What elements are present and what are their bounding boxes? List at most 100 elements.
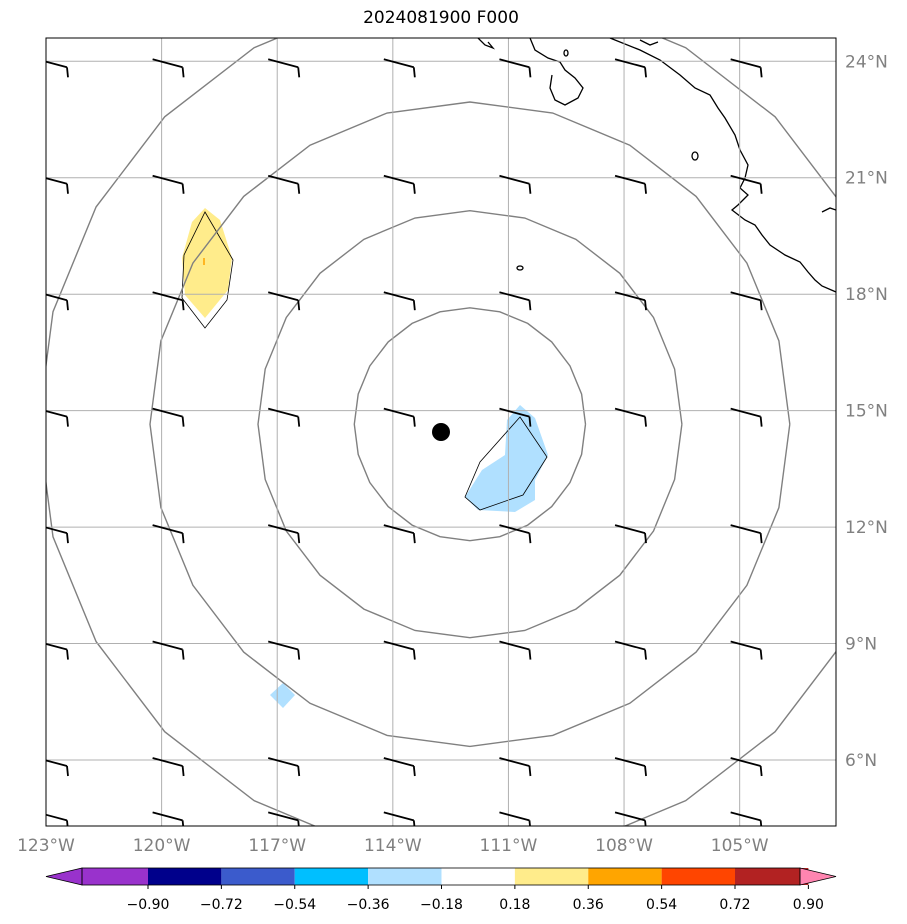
colorbar-segment xyxy=(221,868,295,885)
latitude-tick-label: 15°N xyxy=(845,402,888,422)
positive-anomaly-west xyxy=(182,208,232,318)
wind-barb xyxy=(614,58,647,78)
storm-center-marker xyxy=(432,423,450,441)
wind-barb xyxy=(614,640,647,660)
latitude-tick-label: 9°N xyxy=(845,635,877,655)
wind-barb xyxy=(383,640,416,660)
longitude-labels: 123°W 120°W 117°W 114°W 111°W 108°W 105°W xyxy=(17,836,769,856)
colorbar-tick-label: −0.36 xyxy=(347,897,390,913)
wind-barb xyxy=(499,811,531,826)
wind-barb xyxy=(730,524,763,544)
wind-barb xyxy=(499,58,532,78)
longitude-tick-label: 123°W xyxy=(17,836,75,856)
wind-barb xyxy=(267,757,301,777)
wind-barb xyxy=(267,524,301,544)
wind-barb xyxy=(614,811,647,826)
longitude-tick-label: 114°W xyxy=(364,836,422,856)
wind-barb xyxy=(383,58,416,78)
colorbar-tick-label: 0.72 xyxy=(719,897,750,913)
wind-barb xyxy=(46,410,69,427)
colorbar-segment xyxy=(588,868,662,885)
latitude-labels: 24°N 21°N 18°N 15°N 12°N 9°N 6°N xyxy=(845,52,888,771)
wind-barb xyxy=(152,757,185,777)
wind-barb xyxy=(383,524,416,544)
colorbar-segment xyxy=(82,868,148,885)
wind-barb xyxy=(499,174,532,194)
colorbar-tick-label: −0.54 xyxy=(273,897,316,913)
colorbar-segment xyxy=(735,868,809,885)
wind-barb xyxy=(383,757,416,777)
negative-anomaly-center xyxy=(465,405,548,512)
colorbar-segment xyxy=(368,868,442,885)
lat-lon-grid xyxy=(46,38,836,826)
wind-barb xyxy=(46,643,69,660)
wind-barb xyxy=(614,407,647,427)
longitude-tick-label: 117°W xyxy=(248,836,306,856)
wind-barb xyxy=(46,177,69,194)
wind-barb xyxy=(152,524,185,544)
wind-barb xyxy=(267,174,301,194)
wind-barb xyxy=(614,174,647,194)
colorbar-segment xyxy=(294,868,369,885)
wind-barb xyxy=(614,291,647,311)
colorbar-tick-label: 0.54 xyxy=(646,897,677,913)
wind-barb xyxy=(267,811,300,826)
coastline xyxy=(477,38,836,293)
wind-barb xyxy=(730,174,763,194)
wind-barb xyxy=(499,291,532,311)
wind-barb xyxy=(730,291,763,311)
wind-barb xyxy=(383,174,416,194)
wind-barb xyxy=(46,526,69,544)
longitude-tick-label: 105°W xyxy=(711,836,769,856)
colorbar: −0.90 −0.72 −0.54 −0.36 −0.18 0.18 0.36 0.54 0.7… xyxy=(45,867,837,913)
wind-barb xyxy=(730,58,763,78)
chart-title: 2024081900 F000 xyxy=(363,8,519,28)
range-ring xyxy=(257,209,683,639)
negative-anomaly-south xyxy=(270,683,295,708)
wind-barb xyxy=(499,407,532,427)
wind-barb xyxy=(730,640,763,660)
wind-barb xyxy=(499,757,532,777)
latitude-tick-label: 18°N xyxy=(845,285,888,305)
wind-barb xyxy=(152,640,185,660)
wind-barb xyxy=(730,757,763,777)
wind-barb xyxy=(152,407,185,427)
colorbar-extend-max-tip xyxy=(799,867,837,886)
longitude-tick-label: 120°W xyxy=(133,836,191,856)
wind-barb xyxy=(46,60,69,78)
latitude-tick-label: 12°N xyxy=(845,518,888,538)
range-ring xyxy=(353,307,587,542)
wind-barb xyxy=(152,811,185,826)
wind-barb xyxy=(730,811,763,826)
wind-barb xyxy=(383,407,416,427)
wind-barb xyxy=(152,174,185,194)
wind-barb xyxy=(46,293,69,311)
latitude-tick-label: 24°N xyxy=(845,52,888,72)
contour-center xyxy=(464,416,548,511)
wind-barb xyxy=(499,524,532,544)
wind-barb xyxy=(267,291,301,311)
latitude-tick-label: 21°N xyxy=(845,169,888,189)
colorbar-segment xyxy=(148,868,222,885)
wind-barb xyxy=(46,759,69,777)
wind-barb xyxy=(152,58,185,78)
colorbar-extend-min-tip xyxy=(45,867,83,886)
range-ring xyxy=(149,101,791,748)
wind-barb xyxy=(152,291,185,311)
colorbar-tick-label: 0.18 xyxy=(499,897,530,913)
latitude-tick-label: 6°N xyxy=(845,751,877,771)
colorbar-tick-label: −0.18 xyxy=(420,897,463,913)
wind-barb xyxy=(614,757,647,777)
colorbar-tick-label: 0.36 xyxy=(573,897,604,913)
colorbar-segment xyxy=(514,868,589,885)
wind-barb xyxy=(267,640,301,660)
wind-barb xyxy=(267,58,301,78)
map-frame xyxy=(45,37,837,827)
range-rings xyxy=(46,38,836,826)
colorbar-segment xyxy=(661,868,735,885)
colorbar-segment xyxy=(441,868,515,885)
colorbar-tick-label: −0.72 xyxy=(200,897,243,913)
wind-barb xyxy=(614,524,647,544)
wind-barb xyxy=(499,640,532,660)
